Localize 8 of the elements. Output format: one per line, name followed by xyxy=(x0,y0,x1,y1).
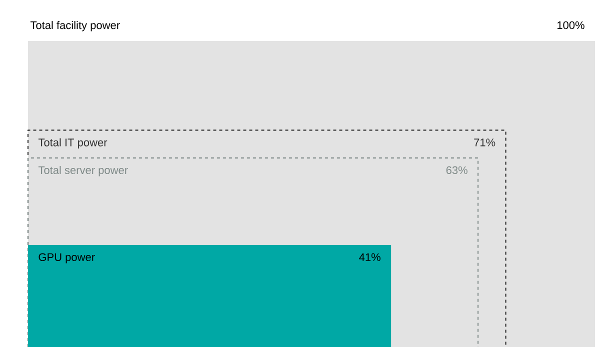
data-label: 100% xyxy=(558,21,584,30)
category-label: GPU power xyxy=(38,253,95,264)
data-label: 41% xyxy=(359,253,380,261)
data-label: 63% xyxy=(446,166,468,174)
data-label: 71% xyxy=(474,138,496,146)
category-label: Total IT power xyxy=(38,138,108,148)
category-label: Total server power xyxy=(38,166,128,176)
category-label: Total facility power xyxy=(30,21,120,32)
